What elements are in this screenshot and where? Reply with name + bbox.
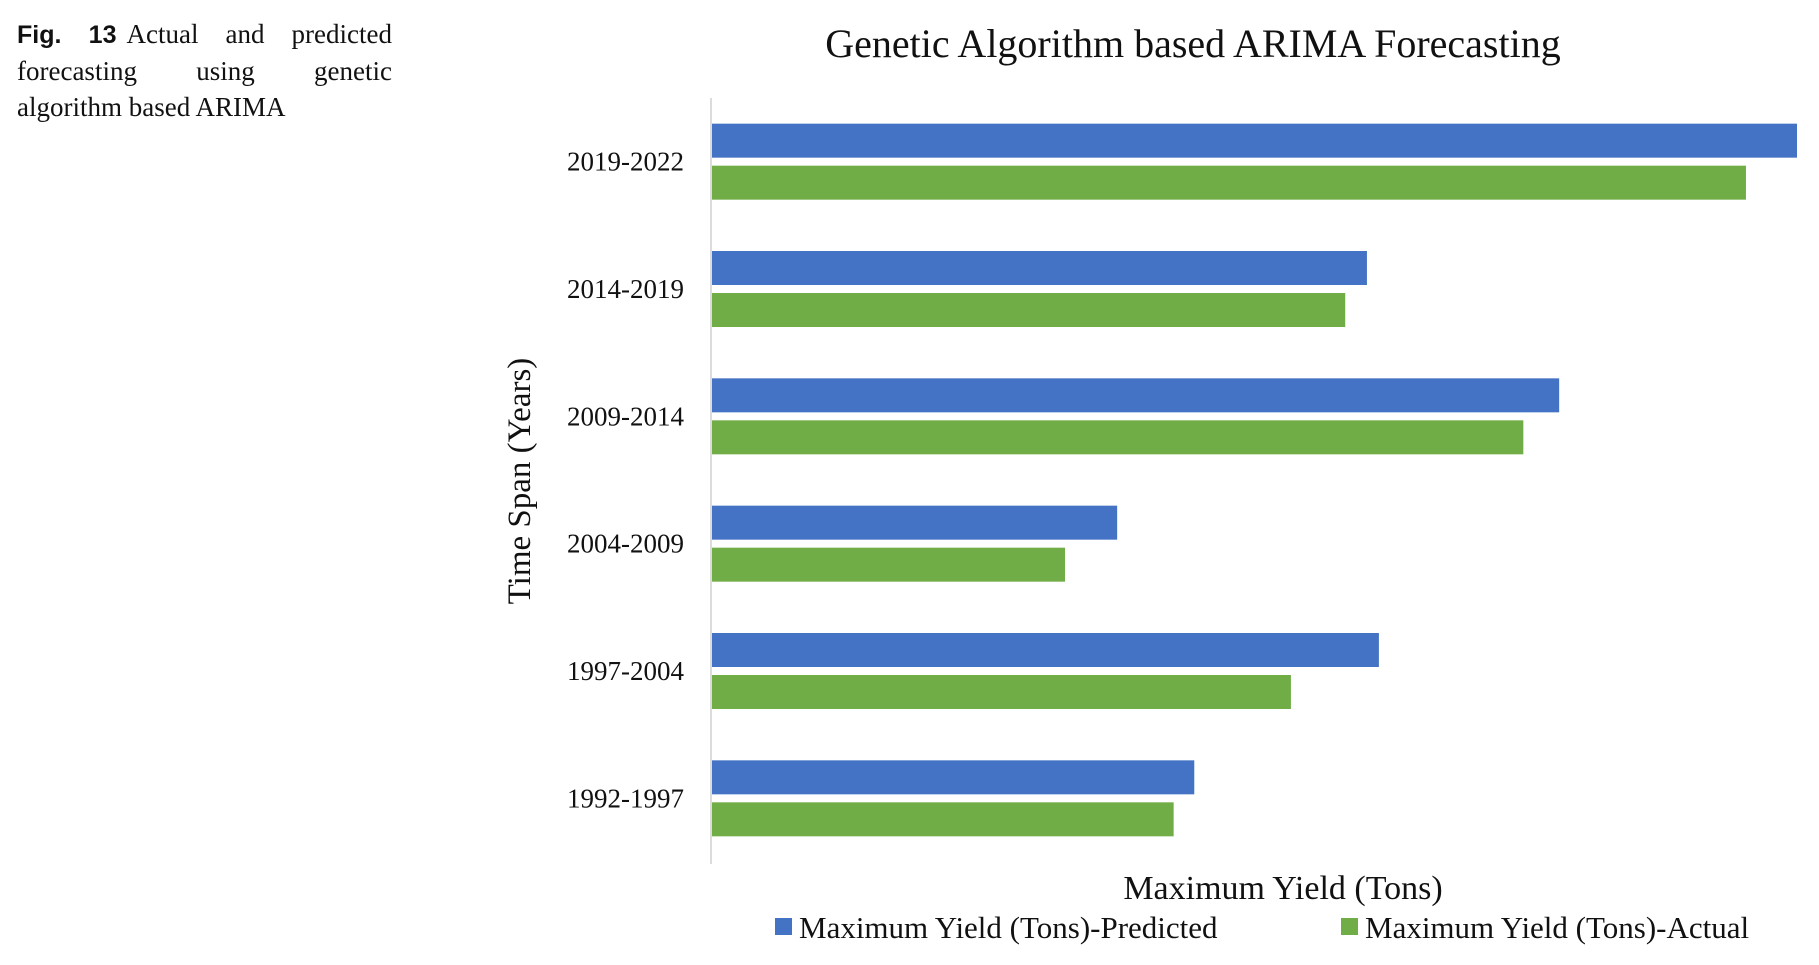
bar-actual-2009-2014: [712, 420, 1524, 455]
category-tick-label: 1997-2004: [567, 656, 684, 686]
figure-caption: Fig. 13 Actual and predicted forecasting …: [17, 16, 392, 125]
bar-predicted-1992-1997: [712, 760, 1195, 795]
category-tick-label: 2019-2022: [567, 147, 684, 177]
bars-layer: [712, 123, 1797, 837]
bar-predicted-2019-2022: [712, 123, 1797, 158]
legend-entry-actual: Maximum Yield (Tons)-Actual: [1341, 910, 1749, 945]
category-tick-label: 2004-2009: [567, 529, 684, 559]
bar-predicted-2004-2009: [712, 505, 1118, 540]
category-tick-label: 2014-2019: [567, 274, 684, 304]
figure-caption-text: Actual and predicted forecasting using g…: [17, 19, 393, 122]
category-tick-label: 1992-1997: [567, 783, 684, 813]
legend-entry-predicted: Maximum Yield (Tons)-Predicted: [775, 910, 1218, 945]
bar-actual-1997-2004: [712, 675, 1291, 709]
x-axis-label: Maximum Yield (Tons): [1123, 870, 1442, 907]
bar-predicted-2014-2019: [712, 251, 1367, 285]
legend-label: Maximum Yield (Tons)-Predicted: [799, 910, 1218, 945]
bar-actual-1992-1997: [712, 802, 1174, 837]
legend-label: Maximum Yield (Tons)-Actual: [1365, 910, 1749, 945]
category-ticks-layer: 1992-1997 1997-2004 2004-2009 2009-2014 2014…: [567, 147, 684, 814]
bar-actual-2019-2022: [712, 165, 1746, 200]
legend: Maximum Yield (Tons)-Predicted Maximum Yi…: [775, 910, 1749, 945]
legend-swatch: [775, 918, 792, 935]
bar-actual-2014-2019: [712, 293, 1346, 327]
legend-swatch: [1341, 918, 1358, 935]
y-axis-label: Time Span (Years): [502, 358, 538, 605]
category-tick-label: 2009-2014: [567, 401, 684, 431]
chart-title: Genetic Algorithm based ARIMA Forecastin…: [825, 21, 1560, 66]
bar-predicted-2009-2014: [712, 378, 1560, 413]
bar-predicted-1997-2004: [712, 633, 1379, 667]
figure-label: Fig. 13: [17, 21, 117, 49]
bar-actual-2004-2009: [712, 547, 1066, 582]
